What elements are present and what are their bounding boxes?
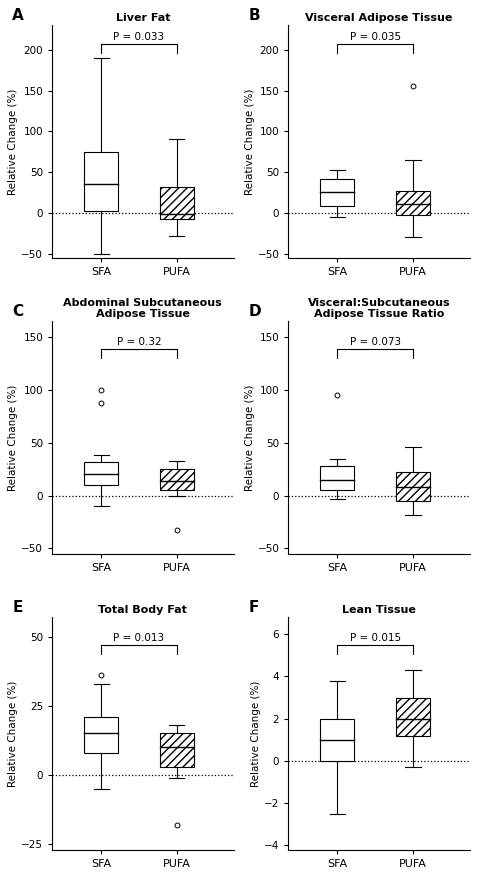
Text: P = 0.033: P = 0.033 [113, 32, 164, 41]
Text: C: C [12, 304, 23, 319]
Y-axis label: Relative Change (%): Relative Change (%) [251, 681, 261, 787]
Text: A: A [12, 8, 24, 23]
Title: Total Body Fat: Total Body Fat [98, 605, 187, 615]
Y-axis label: Relative Change (%): Relative Change (%) [8, 681, 18, 787]
Text: B: B [249, 8, 260, 23]
Y-axis label: Relative Change (%): Relative Change (%) [9, 384, 19, 490]
Title: Abdominal Subcutaneous
Adipose Tissue: Abdominal Subcutaneous Adipose Tissue [64, 297, 222, 319]
Bar [320, 179, 354, 206]
Bar [396, 191, 430, 215]
Bar [84, 152, 118, 211]
Y-axis label: Relative Change (%): Relative Change (%) [245, 384, 255, 490]
Title: Visceral:Subcutaneous
Adipose Tissue Ratio: Visceral:Subcutaneous Adipose Tissue Rat… [308, 297, 450, 319]
Title: Visceral Adipose Tissue: Visceral Adipose Tissue [305, 13, 453, 23]
Text: P = 0.073: P = 0.073 [349, 337, 401, 347]
Title: Liver Fat: Liver Fat [116, 13, 170, 23]
Bar [320, 718, 354, 761]
Y-axis label: Relative Change (%): Relative Change (%) [9, 89, 19, 195]
Bar [160, 187, 194, 219]
Bar [84, 462, 118, 485]
Bar [160, 469, 194, 490]
Text: F: F [249, 600, 259, 615]
Text: D: D [249, 304, 261, 319]
Text: P = 0.013: P = 0.013 [113, 633, 164, 643]
Text: P = 0.015: P = 0.015 [349, 633, 401, 643]
Bar [320, 466, 354, 490]
Bar [84, 717, 118, 752]
Text: P = 0.32: P = 0.32 [117, 337, 162, 347]
Bar [160, 733, 194, 766]
Text: P = 0.035: P = 0.035 [349, 32, 401, 41]
Text: E: E [12, 600, 22, 615]
Title: Lean Tissue: Lean Tissue [342, 605, 416, 615]
Y-axis label: Relative Change (%): Relative Change (%) [245, 89, 255, 195]
Bar [396, 473, 430, 501]
Bar [396, 697, 430, 736]
